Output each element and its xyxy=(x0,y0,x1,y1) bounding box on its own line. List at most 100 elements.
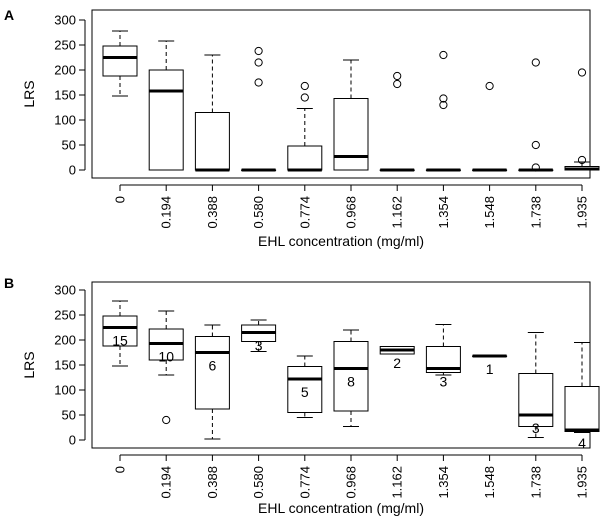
box-3 xyxy=(241,46,277,172)
box-body xyxy=(333,98,369,171)
box-8 xyxy=(472,81,508,172)
count-label: 5 xyxy=(301,384,309,400)
outlier-point xyxy=(577,68,587,77)
outlier-point xyxy=(439,100,448,110)
x-tick-label: 0.774 xyxy=(297,196,312,229)
y-tick-label: 250 xyxy=(54,38,76,53)
box-9: 3 xyxy=(518,332,554,438)
outlier-point xyxy=(300,81,309,91)
y-tick-label: 150 xyxy=(54,88,76,103)
outlier-point xyxy=(300,93,309,102)
box-body xyxy=(333,341,369,412)
box-8: 1 xyxy=(472,354,508,377)
box-9 xyxy=(518,58,554,172)
x-tick-label: 1.354 xyxy=(436,466,451,499)
count-label: 3 xyxy=(532,420,540,436)
box-6 xyxy=(379,71,415,172)
box-body xyxy=(194,336,230,410)
box-1 xyxy=(148,40,184,171)
box-6: 2 xyxy=(379,346,415,371)
outlier-point xyxy=(577,155,587,165)
x-tick-label: 0.388 xyxy=(205,466,220,499)
count-label: 1 xyxy=(486,361,494,377)
box-body xyxy=(287,145,323,171)
box-body xyxy=(518,373,554,427)
y-tick-label: 50 xyxy=(62,138,76,153)
panel-a-chart: 0 50 100 150 200 250 300 LRS 0 0.194 0.388 0.580 0.7… xyxy=(21,9,600,249)
x-tick-label: 0.774 xyxy=(297,466,312,499)
count-label: 3 xyxy=(255,338,263,354)
y-tick-label: 0 xyxy=(69,433,76,448)
y-tick-label: 250 xyxy=(54,308,76,323)
y-tick-label: 150 xyxy=(54,358,76,373)
box-1: 10 xyxy=(148,310,184,425)
box-0 xyxy=(102,30,138,97)
x-tick-label: 0.194 xyxy=(159,196,174,229)
outlier-point xyxy=(485,81,494,91)
outlier-point xyxy=(254,78,263,87)
x-tick-label: 0.580 xyxy=(251,466,266,499)
box-7: 3 xyxy=(425,324,461,390)
count-label: 2 xyxy=(393,355,401,371)
outlier-point xyxy=(439,50,448,60)
box-3: 3 xyxy=(241,319,277,354)
box-2: 6 xyxy=(194,324,230,440)
y-tick-label: 200 xyxy=(54,333,76,348)
x-tick-label: 0 xyxy=(113,196,128,203)
x-tick-label: 1.738 xyxy=(528,196,543,229)
count-label: 3 xyxy=(440,374,448,390)
x-tick-label: 1.935 xyxy=(575,196,590,229)
outlier-point xyxy=(531,140,540,150)
box-7 xyxy=(425,50,461,172)
box-2 xyxy=(194,54,230,172)
y-tick-label: 100 xyxy=(54,113,76,128)
box-body xyxy=(148,69,184,171)
y-tick-label: 200 xyxy=(54,63,76,78)
box-5: 8 xyxy=(333,329,369,427)
x-tick-label: 1.935 xyxy=(575,466,590,499)
x-tick-label: 0.194 xyxy=(159,466,174,499)
box-body xyxy=(102,45,138,77)
y-tick-label: 300 xyxy=(54,13,76,28)
box-10: 4 xyxy=(564,342,600,451)
x-tick-label: 0.580 xyxy=(251,196,266,229)
outlier-point xyxy=(162,415,171,425)
box-10 xyxy=(564,68,600,171)
y-axis-title: LRS xyxy=(21,80,37,107)
outlier-point xyxy=(393,71,402,81)
box-body xyxy=(194,112,230,171)
x-tick-label: 0 xyxy=(113,466,128,473)
y-axis-title: LRS xyxy=(21,351,37,378)
box-4 xyxy=(287,81,323,172)
box-4: 5 xyxy=(287,355,323,418)
x-tick-label: 1.354 xyxy=(436,196,451,229)
y-tick-label: 300 xyxy=(54,283,76,298)
outlier-point xyxy=(254,46,263,56)
box-body xyxy=(287,366,323,413)
count-label: 6 xyxy=(209,358,217,374)
y-tick-label: 0 xyxy=(69,163,76,178)
count-label: 15 xyxy=(112,333,128,349)
outlier-point xyxy=(254,58,263,67)
x-tick-label: 1.548 xyxy=(482,196,497,229)
x-tick-label: 0.388 xyxy=(205,196,220,229)
x-tick-label: 0.968 xyxy=(344,466,359,499)
panel-b-chart: 0 50 100 150 200 250 300 LRS 0 0.194 0.388 0.580 0.7… xyxy=(21,281,600,516)
panel-label-a: A xyxy=(4,7,14,23)
x-axis-title: EHL concentration (mg/ml) xyxy=(258,233,424,249)
box-5 xyxy=(333,59,369,171)
x-tick-label: 1.162 xyxy=(390,196,405,229)
count-label: 4 xyxy=(578,435,586,451)
outlier-point xyxy=(393,79,402,89)
outlier-point xyxy=(439,94,448,103)
plot-frame xyxy=(91,9,591,179)
x-tick-label: 1.162 xyxy=(390,466,405,499)
box-0: 15 xyxy=(102,300,138,367)
x-tick-label: 0.968 xyxy=(344,196,359,229)
y-tick-label: 100 xyxy=(54,383,76,398)
outlier-point xyxy=(531,163,540,172)
y-tick-label: 50 xyxy=(62,408,76,423)
outlier-point xyxy=(531,58,540,67)
x-axis-title: EHL concentration (mg/ml) xyxy=(258,500,424,516)
